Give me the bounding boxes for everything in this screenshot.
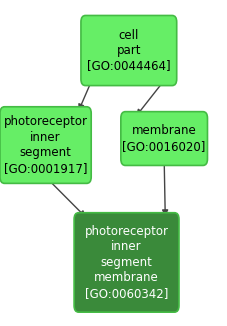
FancyBboxPatch shape bbox=[74, 213, 178, 312]
FancyBboxPatch shape bbox=[81, 15, 176, 86]
FancyBboxPatch shape bbox=[120, 111, 207, 166]
FancyBboxPatch shape bbox=[0, 107, 91, 183]
Text: cell
part
[GO:0044464]: cell part [GO:0044464] bbox=[87, 29, 170, 72]
Text: photoreceptor
inner
segment
[GO:0001917]: photoreceptor inner segment [GO:0001917] bbox=[4, 115, 87, 175]
Text: photoreceptor
inner
segment
membrane
[GO:0060342]: photoreceptor inner segment membrane [GO… bbox=[84, 225, 168, 300]
Text: membrane
[GO:0016020]: membrane [GO:0016020] bbox=[122, 124, 205, 153]
